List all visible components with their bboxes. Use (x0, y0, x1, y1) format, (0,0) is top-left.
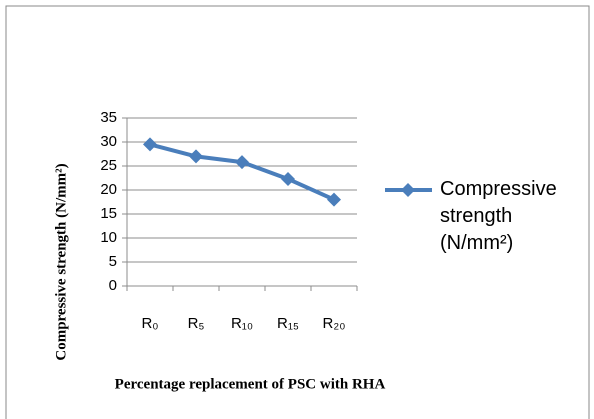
data-point (281, 171, 295, 186)
legend-label: Compressive strength (N/mm²) (440, 178, 557, 254)
data-point (235, 155, 249, 170)
y-tick-label: 0 (109, 277, 117, 294)
y-tick-label: 15 (100, 205, 117, 222)
chart-frame (5, 5, 590, 419)
x-tick-label: R₂₀ (323, 315, 346, 332)
data-point (327, 192, 341, 207)
series-line (149, 142, 335, 202)
x-tick-label: R₀ (141, 315, 158, 332)
x-tick-label: R₅ (188, 315, 205, 332)
y-tick-label: 30 (100, 133, 117, 150)
x-tick-label: R₁₀ (231, 315, 253, 332)
legend-marker (401, 183, 415, 197)
y-tick-label: 10 (100, 229, 117, 246)
data-point (143, 137, 157, 152)
x-axis-label: Percentage replacement of PSC with RHA (115, 376, 386, 392)
y-tick-label: 25 (100, 157, 117, 174)
data-point (189, 149, 203, 164)
y-tick-label: 20 (100, 181, 117, 198)
y-tick-label: 35 (100, 109, 117, 126)
y-tick-label: 5 (109, 253, 117, 270)
y-axis-label: Compressive strength (N/mm²) (53, 163, 69, 360)
x-tick-label: R₁₅ (277, 315, 299, 332)
